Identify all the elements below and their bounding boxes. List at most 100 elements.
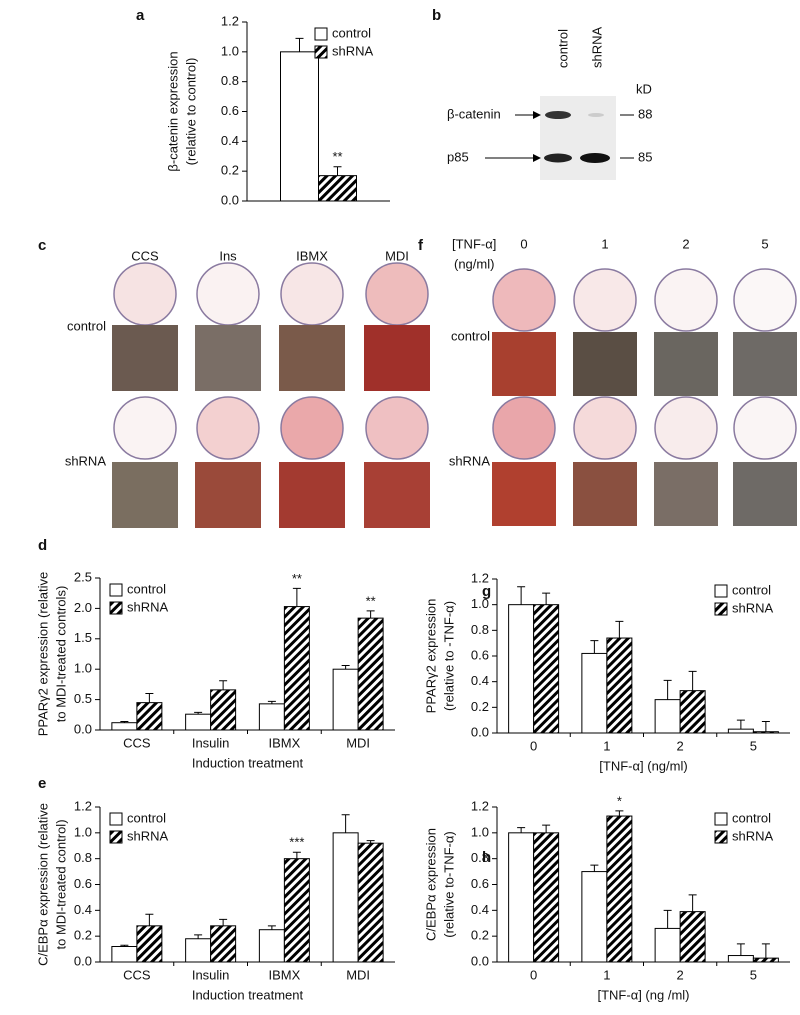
y-tick-label: 0.4	[471, 902, 489, 917]
legend-swatch	[314, 45, 328, 59]
bar	[185, 938, 212, 963]
micrograph-image	[492, 462, 556, 526]
error-bar	[590, 864, 599, 872]
well-image	[733, 268, 797, 332]
y-tick-label: 1.0	[471, 596, 489, 611]
y-tick-label: 2.5	[74, 569, 92, 584]
band	[545, 111, 571, 119]
band	[580, 153, 610, 163]
y-tick-label: 0.8	[471, 850, 489, 865]
error-bar	[333, 166, 342, 176]
error-bar	[761, 943, 770, 959]
row-label: shRNA	[65, 453, 107, 468]
micrograph-image	[195, 325, 261, 391]
bar	[606, 815, 633, 963]
x-tick-label: 2	[677, 967, 684, 982]
y-tick-label: 1.5	[74, 630, 92, 645]
y-tick-label: 0.4	[74, 902, 92, 917]
x-tick-label: 1	[603, 967, 610, 982]
y-tick-label: 1.2	[221, 13, 239, 28]
bar	[357, 617, 384, 731]
significance-label: ***	[289, 835, 304, 850]
bar	[679, 690, 706, 734]
legend-swatch	[714, 584, 728, 598]
micrograph-image	[364, 325, 430, 391]
column-label: 2	[682, 236, 689, 251]
y-tick-label: 0.0	[74, 721, 92, 736]
y-tick-label: 0.6	[471, 647, 489, 662]
legend-swatch	[109, 601, 123, 615]
bar	[332, 668, 359, 731]
band	[588, 113, 604, 117]
band	[544, 153, 572, 163]
error-bar	[341, 814, 350, 833]
legend-label: control	[127, 810, 166, 825]
y-tick-label: 0.8	[74, 850, 92, 865]
y-tick-label: 0.8	[221, 73, 239, 88]
error-bar	[292, 587, 301, 607]
bar	[606, 637, 633, 734]
well-image	[280, 262, 344, 326]
micrograph-image	[654, 462, 718, 526]
error-bar	[688, 670, 697, 691]
panel-label: c	[38, 237, 46, 254]
error-bar	[366, 610, 375, 619]
well-image	[492, 396, 556, 460]
x-tick-label: 1	[603, 738, 610, 753]
y-tick-label: 0.2	[74, 928, 92, 943]
micrograph-image	[279, 325, 345, 391]
row-label: shRNA	[449, 453, 491, 468]
blot-image	[540, 96, 616, 180]
bar	[258, 929, 285, 963]
kd-label: 85	[638, 149, 652, 164]
error-bar	[194, 711, 203, 715]
y-tick-label: 0.0	[471, 953, 489, 968]
column-label: 5	[761, 236, 768, 251]
lane-label: shRNA	[589, 26, 604, 68]
x-tick-label: 0	[530, 967, 537, 982]
y-tick-label: 1.2	[471, 798, 489, 813]
significance-label: **	[366, 593, 376, 608]
bar	[210, 925, 237, 963]
error-bar	[736, 719, 745, 730]
legend-swatch	[714, 812, 728, 826]
bar	[508, 604, 535, 734]
bar	[258, 703, 285, 731]
y-axis-label: (relative to -TNF-α)	[441, 601, 456, 711]
error-bar	[736, 943, 745, 956]
bar	[357, 842, 384, 963]
well-image	[365, 396, 429, 460]
bar	[185, 713, 212, 731]
header-label: (ng/ml)	[454, 256, 494, 271]
y-tick-label: 0.2	[221, 163, 239, 178]
micrograph-image	[654, 332, 718, 396]
well-image	[492, 268, 556, 332]
y-tick-label: 1.0	[74, 661, 92, 676]
x-tick-label: 5	[750, 738, 757, 753]
legend-label: shRNA	[732, 600, 774, 615]
legend-label: shRNA	[127, 828, 169, 843]
error-bar	[295, 37, 304, 52]
error-bar	[517, 827, 526, 833]
y-tick-label: 0.0	[221, 192, 239, 207]
y-tick-label: 1.0	[74, 824, 92, 839]
legend-swatch	[109, 583, 123, 597]
error-bar	[366, 840, 375, 844]
bar	[111, 722, 138, 731]
error-bar	[292, 851, 301, 859]
well-image	[365, 262, 429, 326]
bar	[581, 652, 608, 734]
significance-label: **	[292, 571, 302, 586]
error-bar	[688, 894, 697, 912]
error-bar	[615, 620, 624, 639]
panel-label: b	[432, 7, 441, 24]
error-bar	[120, 944, 129, 947]
x-axis-label: [TNF-α] (ng /ml)	[597, 987, 689, 1002]
legend-swatch	[109, 830, 123, 844]
error-bar	[615, 810, 624, 817]
legend-swatch	[314, 27, 328, 41]
y-tick-label: 1.0	[471, 824, 489, 839]
bar	[332, 832, 359, 963]
y-axis-label: PPARγ2 expression (relative	[35, 572, 50, 737]
